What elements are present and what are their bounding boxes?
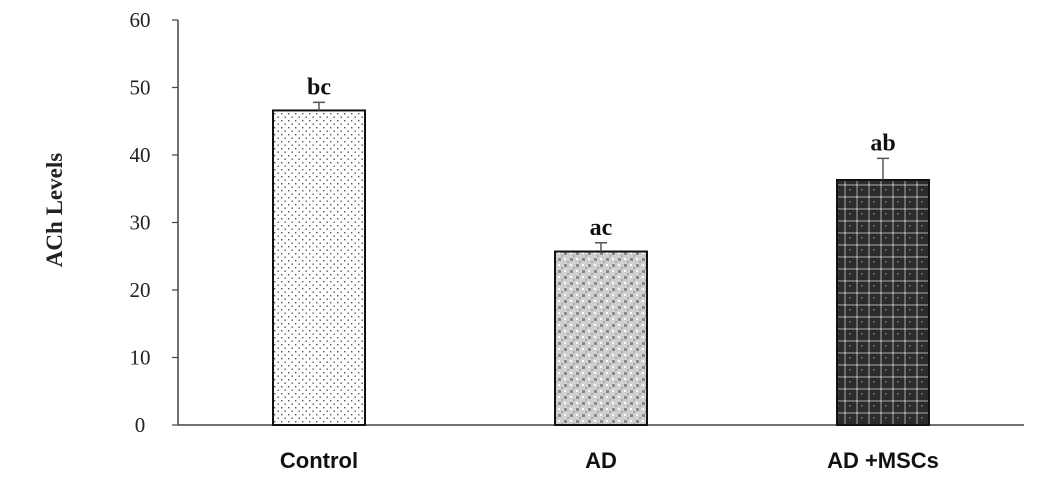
y-ticks: 0 10 20 30 40 50 60 (130, 8, 178, 437)
category-labels: Control AD AD +MSCs (280, 448, 939, 473)
y-tick-label: 50 (130, 76, 151, 100)
bar-ad-mscs (836, 178, 930, 426)
y-tick-label: 30 (130, 211, 151, 235)
y-tick-label: 20 (130, 278, 151, 302)
y-tick-label: 0 (135, 413, 146, 437)
bar-control (272, 109, 366, 426)
significance-labels: bc ac ab (307, 74, 896, 240)
x-category-label: AD (585, 448, 617, 473)
bars (272, 109, 930, 426)
x-category-label: AD +MSCs (827, 448, 939, 473)
bar-ad (554, 250, 648, 426)
y-tick-label: 40 (130, 143, 151, 167)
significance-label: bc (307, 74, 331, 100)
y-axis-label: ACh Levels (42, 153, 67, 267)
y-tick-label: 60 (130, 8, 151, 32)
y-tick-label: 10 (130, 346, 151, 370)
error-bars (313, 101, 889, 252)
significance-label: ab (870, 130, 895, 156)
significance-label: ac (590, 215, 613, 241)
x-category-label: Control (280, 448, 358, 473)
